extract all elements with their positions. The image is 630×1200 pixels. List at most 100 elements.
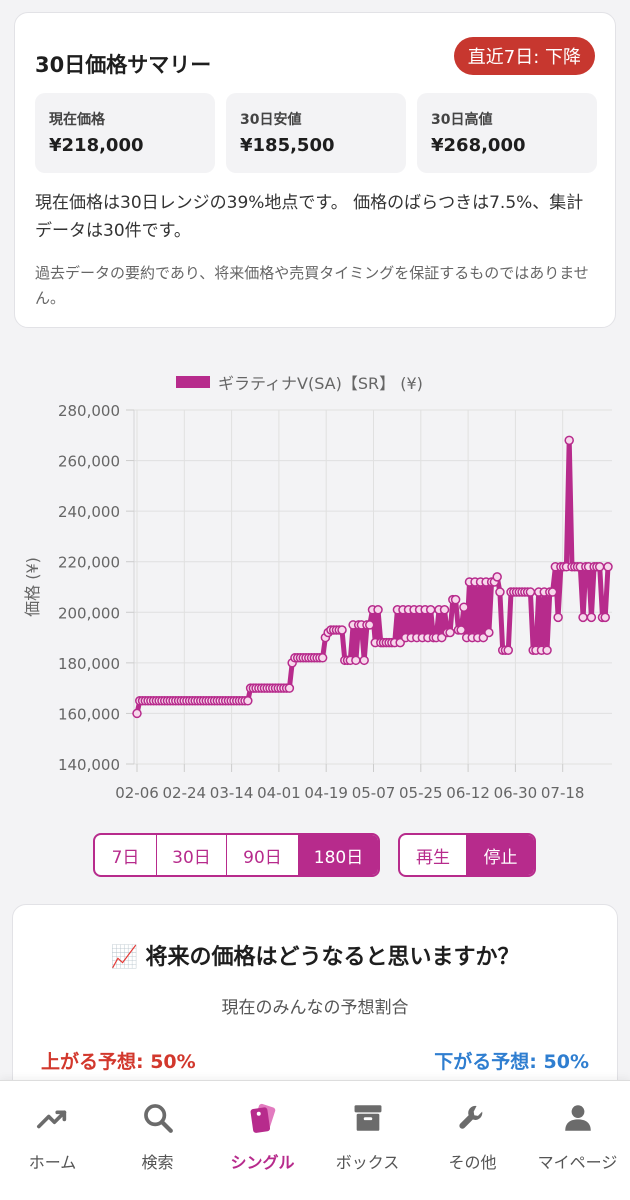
data-point — [445, 627, 455, 638]
stat-30day-low: 30日安値 ¥185,500 — [226, 93, 406, 173]
legend-swatch — [176, 376, 210, 388]
trending-up-icon — [36, 1110, 67, 1129]
nav-label: 検索 — [141, 1153, 174, 1172]
box-icon — [354, 1105, 382, 1131]
trend-badge: 直近7日: 下降 — [453, 37, 595, 75]
y-axis-ticks: 280,000 260,000 240,000 220,000 200,000 180,0… — [58, 402, 134, 774]
nav-single[interactable]: シングル — [210, 1081, 315, 1200]
y-tick-label: 140,000 — [58, 756, 120, 774]
x-tick-label: 04-01 — [257, 784, 301, 802]
stat-label: 30日安値 — [240, 112, 302, 128]
x-tick-label: 03-14 — [210, 784, 254, 802]
data-point — [456, 625, 466, 635]
price-summary-card: 30日価格サマリー 直近7日: 下降 現在価格 ¥218,000 30日安値 ¥… — [14, 12, 616, 328]
nav-label: マイページ — [537, 1153, 618, 1172]
summary-description: 現在価格は30日レンジの39%地点です。 価格のばらつきは7.5%、集計データは… — [35, 193, 584, 242]
range-selector: 7日 30日 90日 180日 — [93, 833, 380, 877]
data-point — [600, 612, 610, 623]
y-tick-label: 160,000 — [58, 705, 120, 723]
y-tick-label: 240,000 — [58, 503, 120, 521]
nav-label: その他 — [448, 1153, 497, 1172]
up-prediction-label: 上がる予想: 50% — [41, 1051, 196, 1073]
nav-label: ボックス — [335, 1153, 400, 1172]
summary-disclaimer: 過去データの要約であり、将来価格や売買タイミングを保証するものではありません。 — [35, 264, 589, 307]
range-30d-button[interactable]: 30日 — [157, 835, 227, 875]
series-line — [134, 437, 611, 714]
nav-label: シングル — [230, 1153, 295, 1172]
bottom-nav: ホーム 検索 シングル ボックス その他 マイ — [0, 1080, 630, 1200]
chart-grid — [133, 409, 612, 765]
data-point — [525, 587, 536, 597]
data-point — [492, 572, 502, 582]
down-prediction-label: 下がる予想: 50% — [434, 1051, 589, 1073]
x-tick-label: 07-18 — [541, 784, 585, 802]
data-point — [547, 587, 558, 597]
nav-search[interactable]: 検索 — [105, 1081, 210, 1200]
x-tick-label: 06-12 — [446, 784, 490, 802]
data-point — [586, 612, 597, 623]
stat-current-price: 現在価格 ¥218,000 — [35, 93, 215, 173]
data-point — [603, 562, 613, 572]
y-tick-label: 280,000 — [58, 402, 120, 420]
nav-label: ホーム — [28, 1153, 77, 1172]
data-point — [450, 594, 461, 605]
nav-others[interactable]: その他 — [420, 1081, 525, 1200]
range-180d-button[interactable]: 180日 — [299, 835, 378, 875]
legend-label: ギラティナV(SA)【SR】 (¥) — [218, 374, 423, 393]
stop-button[interactable]: 停止 — [467, 835, 534, 875]
data-point — [503, 645, 514, 655]
price-series — [132, 435, 613, 719]
data-point — [564, 435, 574, 446]
data-point — [578, 612, 588, 623]
wrench-icon — [459, 1105, 483, 1129]
x-tick-label: 06-30 — [494, 784, 538, 802]
data-point — [594, 562, 605, 572]
playback-control: 再生 停止 — [398, 833, 536, 877]
data-point — [132, 708, 142, 719]
search-icon — [144, 1104, 173, 1133]
y-tick-label: 220,000 — [58, 554, 120, 572]
y-axis-label: 価格 (¥) — [23, 557, 42, 617]
price-chart: ギラティナV(SA)【SR】 (¥) 価格 (¥) 280,000 260,000… — [23, 374, 613, 802]
stat-30day-high: 30日高値 ¥268,000 — [417, 93, 597, 173]
data-point — [284, 683, 295, 693]
data-point — [351, 655, 361, 666]
play-button[interactable]: 再生 — [400, 835, 467, 875]
data-point — [359, 655, 369, 666]
y-tick-label: 200,000 — [58, 604, 120, 622]
data-point — [373, 605, 383, 615]
summary-title: 30日価格サマリー — [35, 53, 212, 77]
nav-box[interactable]: ボックス — [315, 1081, 420, 1200]
data-point — [459, 602, 469, 612]
data-point — [542, 645, 552, 655]
data-point — [364, 620, 375, 630]
x-tick-label: 05-25 — [399, 784, 443, 802]
range-90d-button[interactable]: 90日 — [227, 835, 299, 875]
y-tick-label: 260,000 — [58, 453, 120, 471]
x-tick-label: 02-24 — [163, 784, 207, 802]
stat-value: ¥268,000 — [431, 135, 526, 156]
data-point — [439, 605, 450, 615]
y-tick-label: 180,000 — [58, 655, 120, 673]
x-tick-label: 04-19 — [304, 784, 348, 802]
data-point — [425, 605, 436, 615]
prediction-subtitle: 現在のみんなの予想割合 — [221, 998, 409, 1018]
x-tick-label: 02-06 — [115, 784, 159, 802]
cards-icon — [250, 1103, 276, 1133]
range-7d-button[interactable]: 7日 — [95, 835, 157, 875]
chart-legend[interactable]: ギラティナV(SA)【SR】 (¥) — [176, 374, 423, 393]
data-point — [495, 587, 505, 597]
stat-value: ¥185,500 — [240, 135, 335, 156]
x-tick-label: 05-07 — [352, 784, 396, 802]
stat-label: 現在価格 — [49, 112, 105, 128]
data-point — [243, 696, 253, 706]
data-point — [337, 625, 347, 635]
nav-home[interactable]: ホーム — [0, 1081, 105, 1200]
data-point — [553, 612, 563, 623]
nav-mypage[interactable]: マイページ — [525, 1081, 630, 1200]
data-point — [317, 653, 328, 663]
person-icon — [565, 1105, 591, 1131]
prediction-title: 📈 将来の価格はどうなると思いますか？ — [110, 945, 520, 970]
stat-label: 30日高値 — [431, 112, 493, 128]
data-point — [484, 627, 494, 638]
